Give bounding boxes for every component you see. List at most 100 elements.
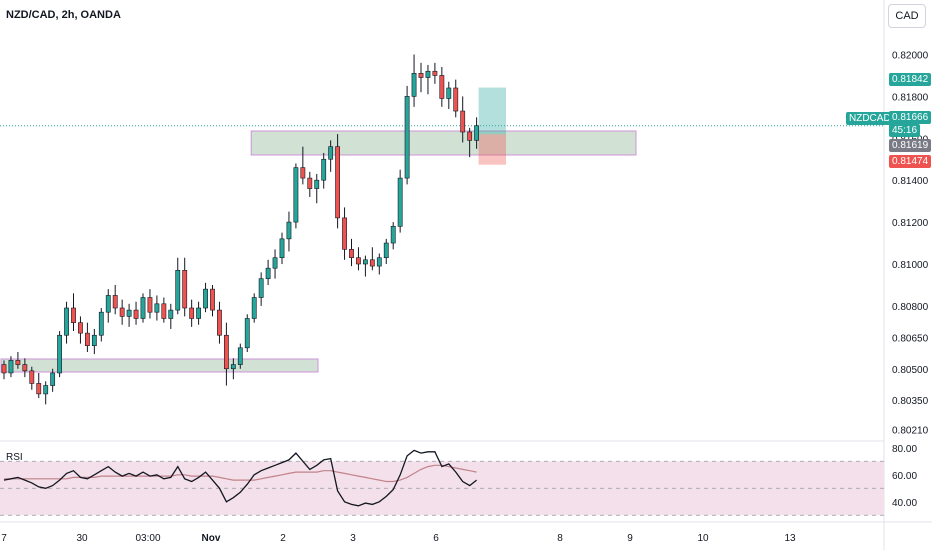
candle-body (474, 125, 479, 141)
candle-body (210, 288, 215, 311)
price-tick-label: 0.80500 (892, 365, 929, 376)
candle-body (425, 70, 431, 78)
rsi-label: RSI (6, 452, 23, 463)
price-tick-label: 0.81200 (892, 218, 929, 229)
candle-body (85, 332, 90, 347)
candle-body (15, 360, 21, 365)
candle-body (314, 179, 320, 189)
time-tick-label: Nov (202, 533, 221, 544)
candle-body (133, 309, 139, 319)
candle-body (404, 96, 410, 179)
price-tick-label: 0.82000 (892, 50, 929, 61)
rsi-tick-label: 80.00 (892, 444, 917, 455)
candle-body (349, 249, 354, 259)
candle-body (432, 70, 438, 76)
time-tick-label: 13 (784, 533, 796, 544)
candle-body (390, 225, 396, 244)
candle-body (342, 217, 347, 250)
candle-body (182, 269, 188, 309)
time-tick-label: 2 (280, 533, 286, 544)
time-tick-label: 10 (697, 533, 709, 544)
price-tick-label: 0.81400 (892, 176, 929, 187)
price-tick-label: 0.81000 (892, 260, 929, 271)
candle-body (161, 303, 167, 319)
price-tick-label: 0.80350 (892, 396, 929, 407)
symbol-price-tag: NZDCAD (846, 112, 894, 125)
candle-body (293, 167, 299, 223)
candle-body (1, 364, 7, 374)
rsi-tick-label: 40.00 (892, 498, 917, 509)
candle-body (189, 307, 195, 319)
candle-body (376, 257, 382, 267)
candle-body (244, 318, 250, 349)
candle-body (307, 177, 313, 189)
candle-body (418, 73, 424, 78)
target-price-tag: 0.81842 (889, 73, 932, 86)
candle-body (119, 307, 125, 317)
symbol-title: NZD/CAD, 2h, OANDA (6, 9, 121, 21)
candle-body (71, 307, 76, 323)
candle-body (98, 311, 104, 336)
currency-button[interactable]: CAD (888, 4, 926, 28)
candle-body (64, 307, 69, 336)
candle-body (105, 295, 111, 313)
time-tick-label: 8 (557, 533, 563, 544)
candle-body (112, 295, 118, 309)
candle-body (265, 267, 271, 279)
candle-body (460, 110, 466, 133)
candle-body (196, 307, 201, 319)
current-price-tag: 0.81666 (889, 111, 932, 124)
candle-body (50, 372, 56, 386)
candle-body (397, 177, 403, 227)
candle-body (43, 385, 49, 395)
candle-body (36, 383, 42, 395)
candle-body (335, 146, 340, 219)
candle-body (272, 257, 278, 269)
price-tick-label: 0.81800 (892, 92, 929, 103)
candle-body (328, 146, 334, 160)
candle-body (175, 269, 181, 311)
countdown-tag: 45:16 (889, 124, 921, 137)
candle-body (168, 309, 174, 319)
candle-body (126, 309, 132, 317)
candle-body (362, 259, 368, 265)
price-tick-label: 0.80800 (892, 302, 929, 313)
entry-price-tag: 0.81619 (889, 139, 932, 152)
candle-body (237, 347, 243, 365)
candle-body (224, 334, 229, 370)
support-resistance-zone (250, 130, 637, 156)
support-resistance-zone (0, 358, 319, 373)
candle-body (217, 309, 222, 336)
candle-body (467, 131, 473, 141)
candle-body (78, 322, 83, 334)
candle-body (57, 334, 62, 374)
candle-body (383, 242, 389, 259)
candle-body (29, 370, 35, 384)
rsi-line (3, 449, 478, 507)
candle-body (251, 297, 257, 319)
candle-body (369, 259, 375, 267)
time-tick-label: 30 (76, 533, 88, 544)
rsi-tick-label: 60.00 (892, 471, 917, 482)
candle-body (321, 158, 327, 181)
price-tick-label: 0.80210 (892, 426, 929, 437)
candle-body (300, 167, 306, 179)
candle-body (439, 75, 445, 99)
candle-body (230, 364, 236, 370)
candle-body (453, 87, 459, 112)
time-tick-label: 03:00 (135, 533, 160, 544)
position-target-area (478, 87, 506, 135)
candle-body (286, 221, 292, 240)
price-tick-label: 0.80650 (892, 333, 929, 344)
time-tick-label: 7 (1, 533, 7, 544)
time-tick-label: 3 (350, 533, 356, 544)
candle-body (91, 334, 97, 347)
candle-body (258, 278, 264, 298)
candle-body (279, 238, 285, 259)
candle-body (8, 360, 14, 374)
time-tick-label: 6 (433, 533, 439, 544)
time-tick-label: 9 (627, 533, 633, 544)
candle-body (446, 87, 452, 99)
candle-body (154, 303, 160, 313)
